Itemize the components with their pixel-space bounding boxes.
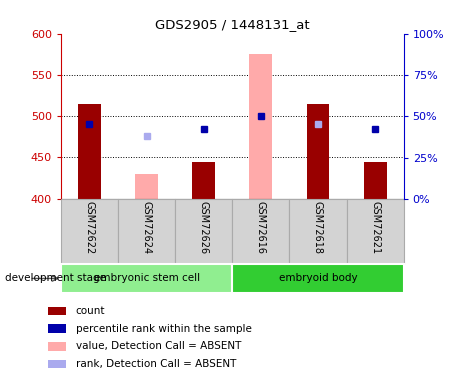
Bar — [48, 324, 66, 333]
Bar — [61, 199, 118, 264]
Text: rank, Detection Call = ABSENT: rank, Detection Call = ABSENT — [76, 359, 236, 369]
Text: GSM72621: GSM72621 — [370, 201, 380, 255]
Bar — [307, 104, 329, 199]
Text: embryonic stem cell: embryonic stem cell — [93, 273, 200, 284]
Bar — [249, 54, 272, 199]
Text: count: count — [76, 306, 105, 316]
Text: GSM72622: GSM72622 — [84, 201, 94, 255]
Text: GSM72618: GSM72618 — [313, 201, 323, 254]
Bar — [135, 174, 158, 199]
Text: GSM72616: GSM72616 — [256, 201, 266, 254]
Bar — [290, 199, 346, 264]
Bar — [232, 199, 290, 264]
Bar — [346, 199, 404, 264]
Bar — [232, 264, 404, 292]
Bar — [48, 342, 66, 351]
Bar — [364, 162, 387, 199]
Title: GDS2905 / 1448131_at: GDS2905 / 1448131_at — [155, 18, 309, 31]
Text: GSM72624: GSM72624 — [142, 201, 152, 255]
Bar — [175, 199, 232, 264]
Text: percentile rank within the sample: percentile rank within the sample — [76, 324, 252, 334]
Text: value, Detection Call = ABSENT: value, Detection Call = ABSENT — [76, 341, 241, 351]
Bar — [192, 162, 215, 199]
Bar — [118, 199, 175, 264]
Bar — [61, 264, 232, 292]
Bar — [307, 104, 329, 199]
Text: embryoid body: embryoid body — [279, 273, 357, 284]
Text: development stage: development stage — [5, 273, 106, 284]
Bar — [48, 306, 66, 315]
Bar — [48, 360, 66, 369]
Text: GSM72626: GSM72626 — [199, 201, 209, 255]
Bar — [78, 104, 101, 199]
